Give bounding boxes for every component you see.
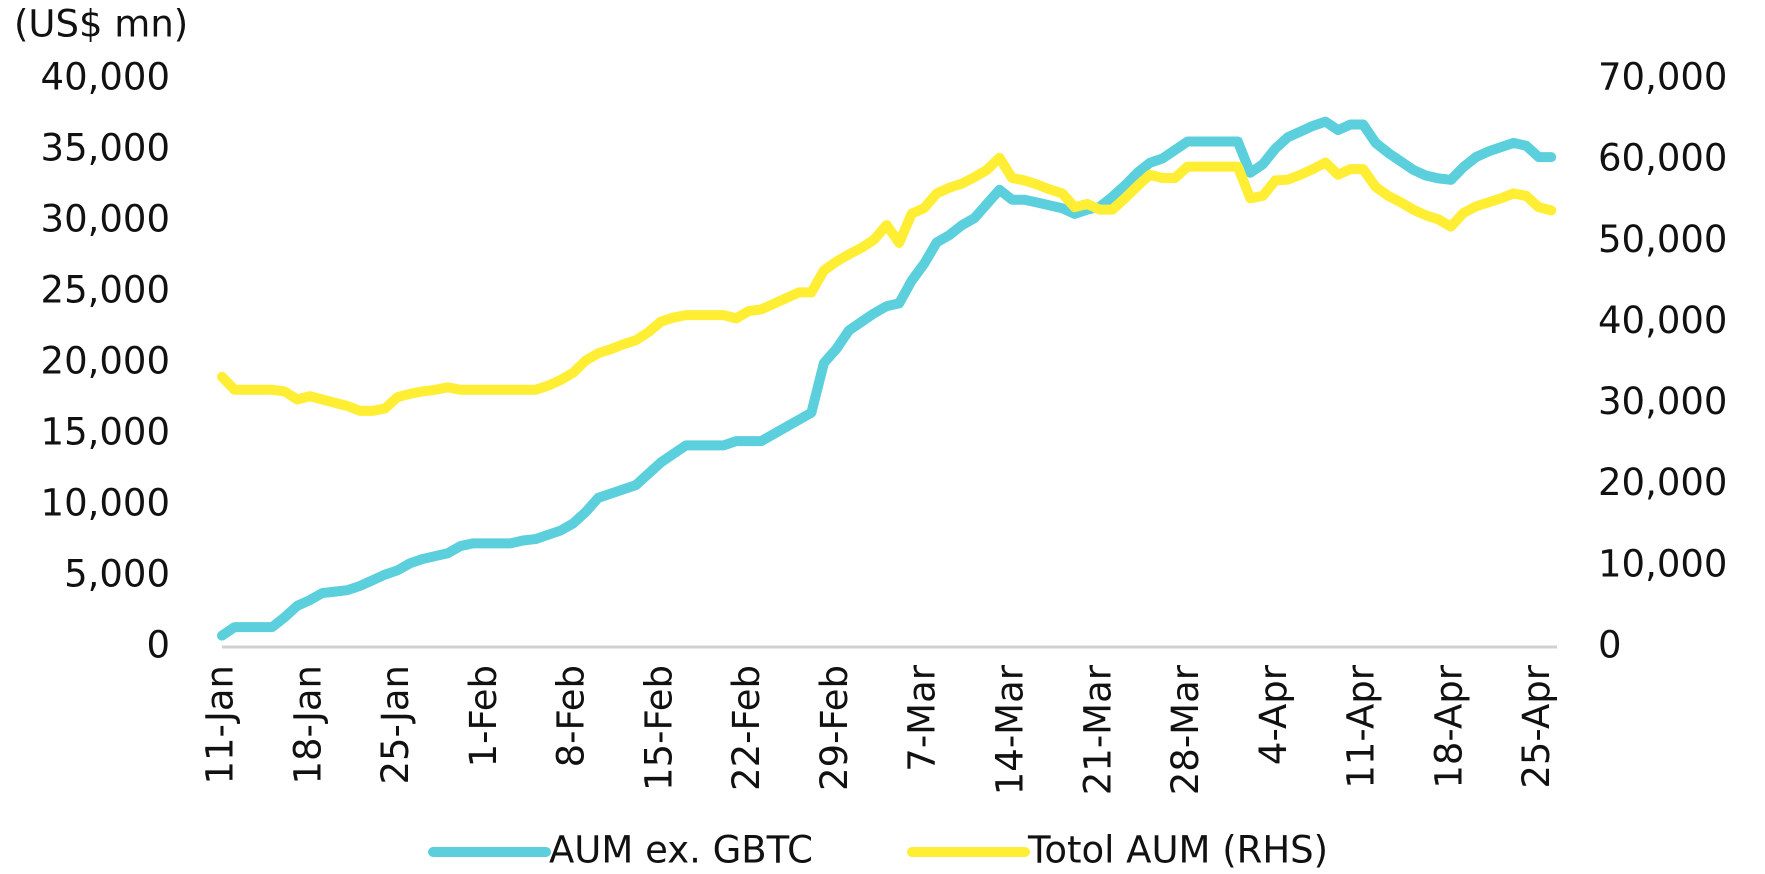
x-tick-label: 15-Feb xyxy=(637,665,680,791)
x-tick-label: 11-Jan xyxy=(199,665,242,785)
y-tick-label: 0 xyxy=(146,624,170,667)
series-line xyxy=(217,152,1557,416)
y2-tick-label: 20,000 xyxy=(1598,461,1727,504)
x-tick-label: 8-Feb xyxy=(550,665,593,767)
x-tick-label: 28-Mar xyxy=(1164,664,1207,795)
x-tick-label: 7-Mar xyxy=(901,664,944,771)
y2-tick-label: 40,000 xyxy=(1598,299,1727,342)
series-line xyxy=(217,116,1557,641)
y2-tick-label: 60,000 xyxy=(1598,137,1727,180)
x-tick-label: 29-Feb xyxy=(813,665,856,791)
y2-tick-label: 30,000 xyxy=(1598,380,1727,423)
y2-tick-label: 50,000 xyxy=(1598,218,1727,261)
y-tick-label: 35,000 xyxy=(41,127,170,170)
x-tick-label: 14-Mar xyxy=(989,664,1032,795)
y2-tick-label: 70,000 xyxy=(1598,56,1727,99)
x-tick-label: 25-Jan xyxy=(374,665,417,785)
x-tick-label: 18-Apr xyxy=(1427,664,1470,788)
y2-tick-label: 10,000 xyxy=(1598,542,1727,585)
y-tick-label: 40,000 xyxy=(41,56,170,99)
legend-label: Totol AUM (RHS) xyxy=(1027,829,1328,872)
x-tick-label: 4-Apr xyxy=(1252,664,1295,765)
y-tick-label: 15,000 xyxy=(41,411,170,454)
y-tick-label: 20,000 xyxy=(41,340,170,383)
y-tick-label: 5,000 xyxy=(64,553,170,596)
legend-label: AUM ex. GBTC xyxy=(549,829,813,872)
x-tick-label: 22-Feb xyxy=(725,665,768,791)
x-tick-label: 11-Apr xyxy=(1340,664,1383,788)
y-tick-label: 30,000 xyxy=(41,198,170,241)
x-tick-label: 25-Apr xyxy=(1515,664,1558,788)
y2-tick-label: 0 xyxy=(1598,624,1622,667)
y-tick-label: 10,000 xyxy=(41,482,170,525)
y-tick-label: 25,000 xyxy=(41,269,170,312)
x-tick-label: 21-Mar xyxy=(1076,664,1119,795)
x-tick-label: 18-Jan xyxy=(286,665,329,785)
y-axis-label: (US$ mn) xyxy=(14,3,188,46)
x-tick-label: 1-Feb xyxy=(462,665,505,767)
